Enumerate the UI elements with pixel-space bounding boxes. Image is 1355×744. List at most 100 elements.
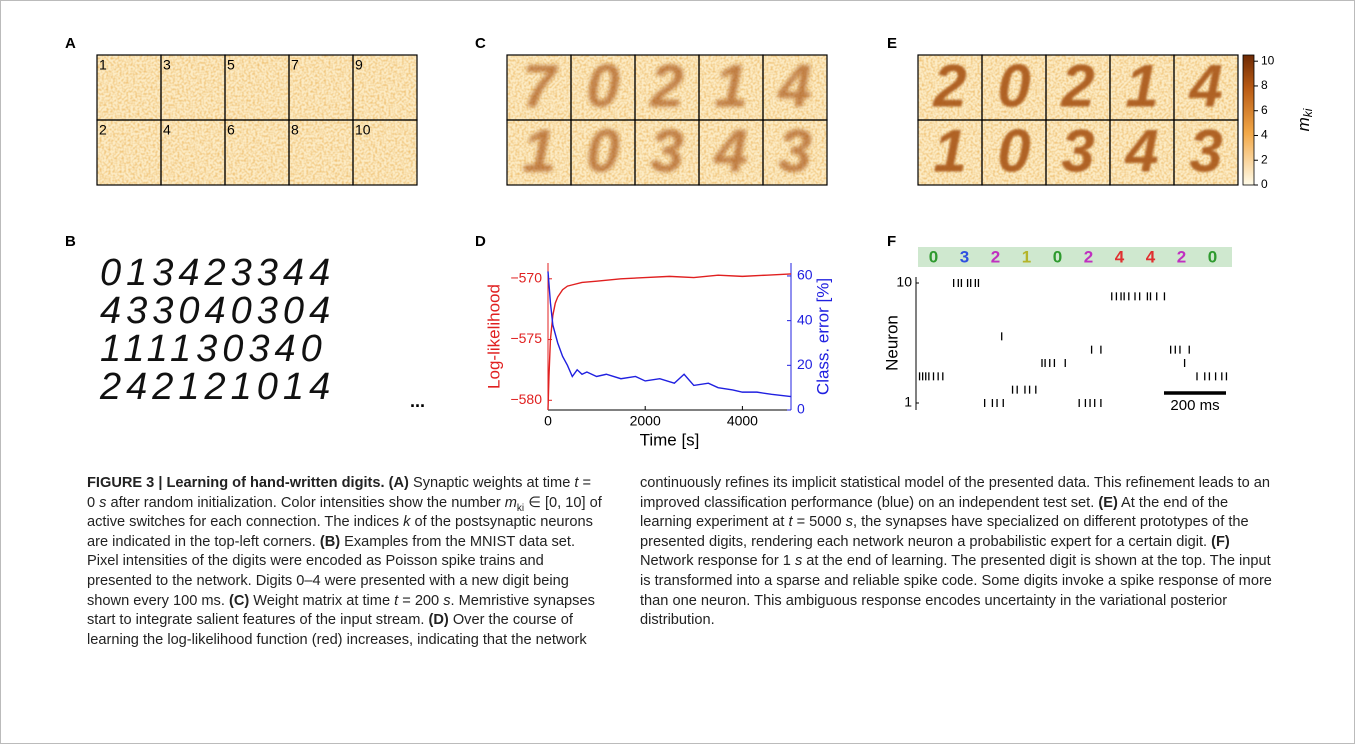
caption-left: FIGURE 3 | Learning of hand-written digi… [87,474,602,650]
caption-text: = 200 [398,592,444,609]
e-digit: 0 [997,117,1030,184]
y-tick-label: −575 [510,330,542,346]
caption-text: s [443,592,451,609]
mnist-row: 111130340 [100,328,327,370]
c-digit: 2 [649,52,683,119]
presented-digit: 4 [1146,247,1156,266]
mnist-row: 013423344 [100,252,335,294]
colorbar-label-sub: ki [1301,108,1315,117]
caption-text: k [403,514,411,531]
caption-text: (F) [1211,533,1230,550]
digit-strip [918,247,1232,267]
neuron-index: 2 [99,122,107,138]
c-digit: 3 [778,117,811,184]
x-tick-label: 2000 [630,413,661,429]
caption-text: of the postsynaptic neurons are indicate… [87,514,593,550]
presented-digit: 4 [1115,247,1125,266]
e-digit: 4 [1188,52,1222,119]
colorbar-tick-label: 10 [1261,53,1275,67]
scale-bar-label: 200 ms [1170,397,1219,414]
y-tick-label: −570 [510,269,542,285]
caption-text: m [504,494,517,511]
c-digit: 0 [586,52,619,119]
caption-text: ki [516,502,525,514]
panel-label: E [887,35,897,52]
y2-tick-label: 20 [797,356,813,372]
caption-text: ∈ [0, 10] of active switches for each co… [87,494,602,531]
caption-text: Network response for 1 [640,553,795,570]
caption-text: FIGURE 3 | Learning of hand-written digi… [87,475,409,491]
panel-label: C [475,35,486,52]
raster-y-label: Neuron [882,315,901,371]
caption-text: (C) [228,592,250,609]
caption-text: (E) [1098,494,1118,511]
c-digit: 4 [713,117,747,184]
colorbar-tick-label: 4 [1261,128,1268,142]
y2-tick-label: 60 [797,267,813,283]
caption-text: At the end of the learning experiment at [640,494,1229,531]
caption-text: (D) [428,612,449,629]
e-digit: 0 [997,52,1030,119]
c-digit: 3 [650,117,683,184]
neuron-index: 6 [227,122,235,138]
neuron-index: 5 [227,57,235,73]
presented-digit: 3 [960,247,969,266]
caption-text: s [794,553,803,570]
raster-tick-label: 10 [896,274,912,290]
neuron-index: 9 [355,57,363,73]
c-digit: 0 [586,117,619,184]
c-digit: 7 [522,52,558,119]
e-digit: 3 [1061,117,1094,184]
caption-text: Over the course of learning the log-like… [87,612,587,648]
presented-digit: 0 [929,247,938,266]
presented-digit: 2 [1084,247,1093,266]
e-digit: 2 [932,52,966,119]
caption-text: t [394,592,399,609]
colorbar-tick-label: 8 [1261,78,1268,92]
mnist-row: 242121014 [99,366,335,408]
neuron-index: 3 [163,57,171,73]
e-digit: 4 [1124,117,1158,184]
caption-text: = 0 [87,475,592,511]
caption-text: after random initialization. Color inten… [106,494,505,511]
caption-text: = 5000 [792,514,846,531]
caption-text: (B) [319,533,341,550]
mnist-row: 433040304 [100,290,335,332]
neuron-index: 8 [291,122,299,138]
caption-text: at the end of learning. The presented di… [640,553,1272,629]
panel-label: D [475,233,486,250]
y-axis-label: Log-likelihood [484,284,503,389]
x-tick-label: 4000 [727,413,758,429]
cell-border [762,119,828,186]
neuron-index: 4 [163,122,171,138]
colorbar-tick-label: 6 [1261,103,1268,117]
presented-digit: 1 [1022,247,1031,266]
colorbar [1242,54,1255,186]
caption-text: s [845,514,853,531]
e-digit: 1 [933,117,966,184]
y2-axis-label: Class. error [%] [813,278,832,395]
raster-tick-label: 1 [904,394,912,410]
caption-text: Weight matrix at time [249,592,395,609]
y2-tick-label: 0 [797,401,805,417]
series-line [547,271,792,398]
colorbar-label: mki [1294,108,1315,131]
e-digit: 3 [1189,117,1222,184]
e-digit: 2 [1060,52,1094,119]
presented-digit: 2 [1177,247,1186,266]
neuron-index: 10 [355,122,371,138]
c-digit: 1 [714,52,747,119]
e-digit: 1 [1125,52,1158,119]
cell-border [352,119,418,186]
colorbar-label-main: m [1294,117,1313,131]
presented-digit: 0 [1208,247,1217,266]
y-tick-label: −580 [510,391,542,407]
panel-label: A [65,35,76,52]
caption-text: , the synapses have specialized on diffe… [640,514,1249,550]
presented-digit: 2 [991,247,1000,266]
x-tick-label: 0 [544,413,552,429]
c-digit: 4 [777,52,811,119]
series-line [547,273,792,411]
